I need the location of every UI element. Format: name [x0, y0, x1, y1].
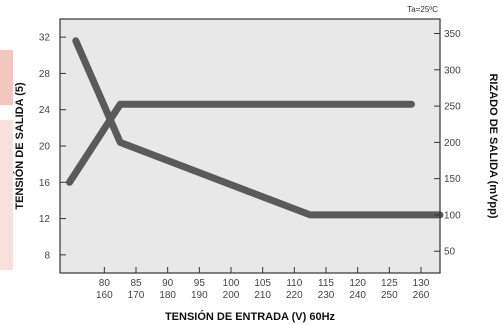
x-tick-label-bottom: 160 [96, 290, 113, 301]
brand-mark [0, 50, 13, 297]
x-tick-label-bottom: 170 [128, 290, 145, 301]
y-tick-label: 28 [39, 69, 51, 80]
brand-bar-bottom [0, 120, 13, 270]
x-axis-title: TENSIÓN DE ENTRADA (V) 60Hz [165, 310, 336, 323]
temperature-note: Ta=25ºC [407, 5, 438, 14]
x-tick-label-top: 95 [194, 278, 206, 289]
x-tick-label-bottom: 240 [349, 290, 366, 301]
x-tick-label-bottom: 230 [318, 290, 335, 301]
y2-tick-label: 250 [444, 102, 461, 113]
x-tick-label-top: 115 [318, 278, 334, 289]
y2-tick-label: 300 [444, 65, 461, 76]
y-tick-label: 20 [39, 142, 51, 153]
x-tick-label-top: 125 [381, 278, 398, 289]
brand-bar-top [0, 50, 13, 105]
y-tick-label: 24 [39, 105, 51, 116]
x-tick-label-bottom: 180 [159, 290, 176, 301]
x-tick-label-top: 80 [99, 278, 111, 289]
y2-tick-label: 150 [444, 174, 461, 185]
plot-area [60, 19, 440, 273]
y-tick-label: 16 [39, 178, 51, 189]
y2-tick-label: 200 [444, 138, 461, 149]
x-tick-label-top: 120 [349, 278, 366, 289]
y-tick-label: 32 [39, 33, 51, 44]
x-tick-label-top: 85 [130, 278, 142, 289]
y2-axis-title: RIZADO DE SALIDA (mVpp) [487, 73, 499, 218]
series-line-2 [72, 37, 444, 219]
y-tick-label: 12 [39, 214, 51, 225]
x-tick-label-top: 100 [223, 278, 240, 289]
x-tick-label-bottom: 220 [286, 290, 303, 301]
y2-tick-label: 50 [444, 247, 456, 258]
x-tick-label-bottom: 260 [413, 290, 430, 301]
y2-tick-label: 350 [444, 29, 461, 40]
y-tick-label: 8 [44, 250, 50, 261]
y-axis-title: TENSIÓN DE SALIDA (5) [13, 82, 26, 210]
x-tick-label-bottom: 190 [191, 290, 208, 301]
x-tick-label-top: 110 [286, 278, 302, 289]
y2-tick-label: 100 [444, 210, 461, 221]
x-tick-label-top: 130 [413, 278, 430, 289]
x-tick-label-bottom: 250 [381, 290, 398, 301]
x-tick-label-top: 90 [162, 278, 174, 289]
x-tick-label-top: 105 [254, 278, 271, 289]
x-tick-label-bottom: 200 [223, 290, 240, 301]
x-tick-label-bottom: 210 [254, 290, 271, 301]
series-line-1 [66, 100, 415, 186]
